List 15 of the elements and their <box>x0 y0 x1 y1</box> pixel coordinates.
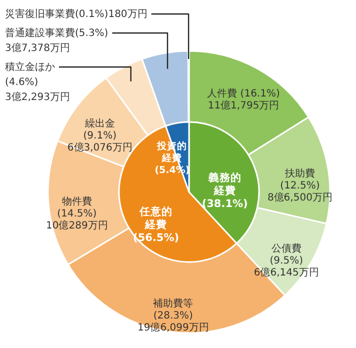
slice-label: 物件費 <box>62 196 92 208</box>
data-label: (4.6%) 3億2,293万円 <box>5 77 70 103</box>
data-label: (9.5%) 6億6,145万円 <box>254 255 319 278</box>
slice-label: 積立金ほか <box>5 61 55 73</box>
slice-label: 普通建設事業費(5.3%) 3億7,378万円 <box>5 27 108 54</box>
slice-label: 人件費 (16.1%) 11億1,795万円 <box>207 88 280 112</box>
slice-label: 任意的経費 <box>138 204 173 231</box>
data-label: (38.1%) <box>202 198 248 210</box>
slice-label: 災害復旧事業費(0.1%)180万円 <box>5 8 148 20</box>
data-label: (14.5%) 10億289万円 <box>46 208 108 232</box>
slice-label: 繰出金 <box>84 117 115 130</box>
slice-label: 公債費 <box>271 242 302 254</box>
slice-label: 扶助費 <box>284 167 315 180</box>
slice-label: 義務的経費 <box>207 170 242 197</box>
slice-label: 補助費等 <box>153 297 194 310</box>
